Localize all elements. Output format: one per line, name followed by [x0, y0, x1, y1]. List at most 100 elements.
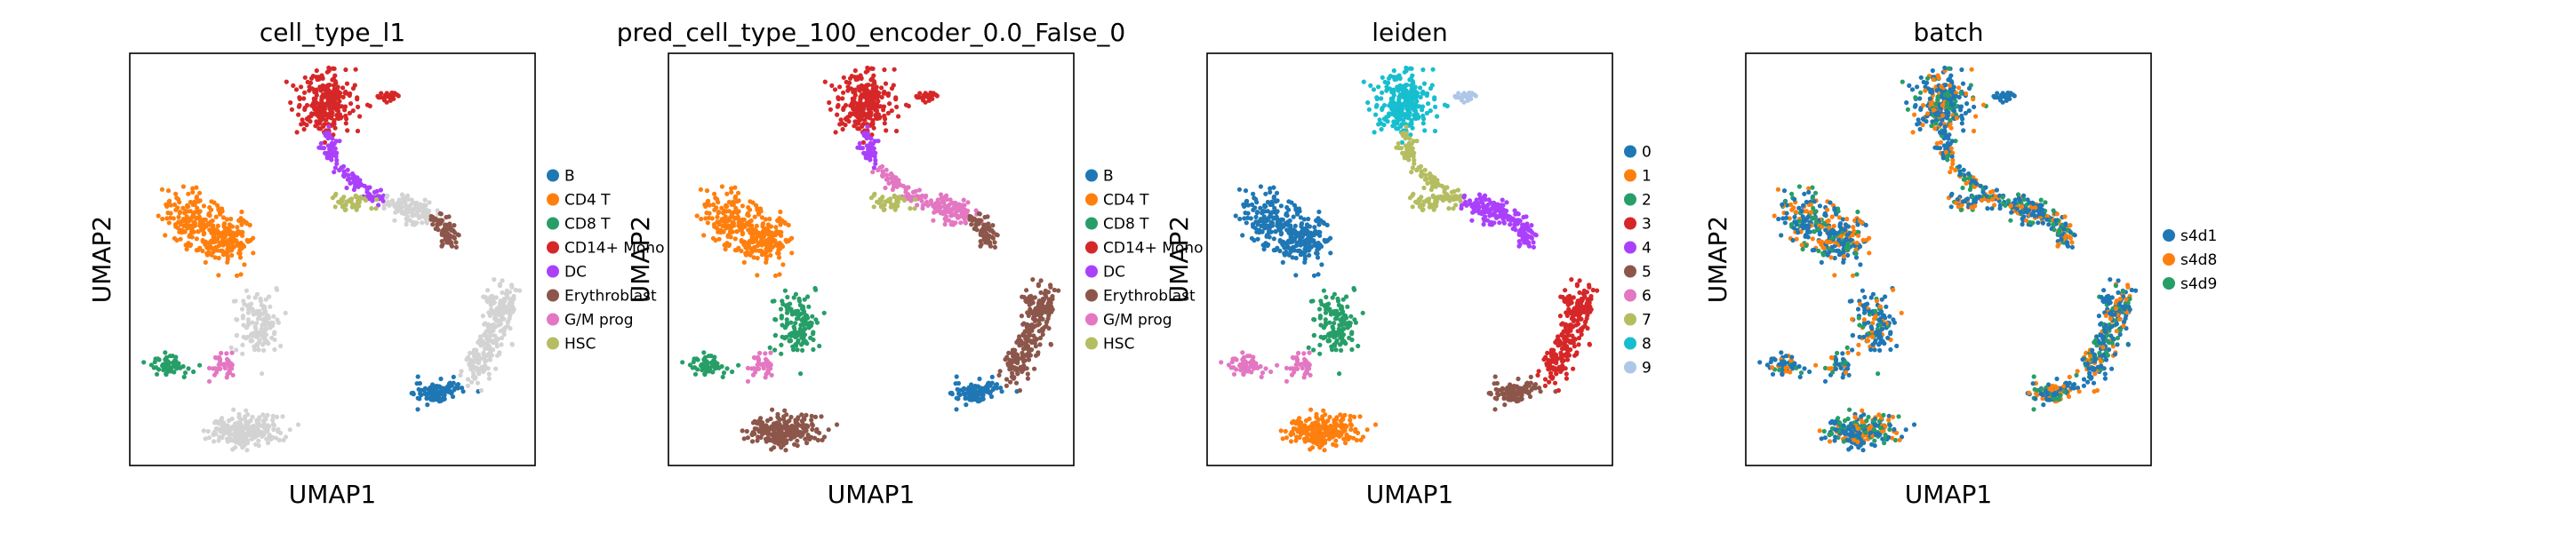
scatter-point [231, 407, 236, 412]
scatter-point [1253, 196, 1259, 202]
scatter-point [446, 214, 452, 219]
scatter-point [1419, 171, 1424, 178]
scatter-point [966, 385, 972, 390]
scatter-point [254, 291, 260, 297]
scatter-point [1296, 350, 1301, 356]
scatter-point [364, 189, 370, 195]
scatter-point [300, 117, 305, 123]
scatter-point [734, 229, 740, 235]
scatter-point [774, 437, 780, 442]
legend-label: B [564, 168, 575, 186]
scatter-point [1382, 79, 1388, 84]
scatter-point [739, 239, 744, 244]
scatter-point [389, 198, 396, 203]
scatter-point [270, 413, 276, 418]
scatter-point [1013, 380, 1020, 386]
scatter-point [1271, 215, 1276, 220]
scatter-point [883, 185, 888, 191]
scatter-point [186, 219, 191, 224]
scatter-point [700, 367, 705, 373]
scatter-point [885, 110, 892, 115]
scatter-point [231, 426, 236, 432]
scatter-point [784, 424, 789, 429]
scatter-point [1040, 331, 1045, 338]
scatter-point [316, 126, 322, 131]
scatter-point [215, 228, 220, 234]
scatter-point [1292, 228, 1298, 234]
scatter-point [1307, 416, 1312, 422]
scatter-point [1278, 428, 1284, 434]
scatter-point [245, 424, 251, 429]
scatter-point [1531, 244, 1536, 250]
scatter-point [465, 383, 471, 388]
scatter-point [710, 370, 716, 375]
scatter-point [500, 301, 507, 307]
scatter-point [293, 87, 300, 92]
scatter-point [335, 84, 340, 90]
scatter-point [1497, 220, 1502, 226]
scatter-point [385, 201, 390, 206]
scatter-point [767, 216, 772, 222]
scatter-point [500, 290, 505, 295]
scatter-point [1311, 333, 1316, 338]
scatter-point [324, 102, 330, 108]
scatter-point [345, 128, 350, 133]
scatter-point [894, 104, 900, 109]
scatter-point [870, 170, 876, 175]
scatter-point [767, 345, 772, 350]
scatter-point [1410, 204, 1415, 210]
scatter-point [1025, 371, 1030, 377]
scatter-point [500, 316, 507, 322]
scatter-point [190, 189, 196, 195]
scatter-point [437, 218, 443, 223]
scatter-point [324, 113, 330, 118]
scatter-point [1407, 66, 1412, 71]
scatter-point [508, 297, 513, 302]
scatter-point [379, 91, 384, 96]
scatter-point [796, 308, 801, 314]
scatter-point [871, 73, 876, 78]
scatter-point [196, 199, 201, 204]
scatter-point [748, 207, 753, 212]
scatter-point [1433, 104, 1438, 109]
scatter-point [791, 430, 796, 435]
scatter-point [1396, 140, 1401, 147]
scatter-point [1274, 190, 1280, 195]
scatter-point [745, 378, 751, 384]
scatter-point [860, 146, 866, 151]
scatter-point [332, 122, 337, 127]
scatter-point [449, 242, 454, 247]
scatter-point [1404, 124, 1409, 130]
scatter-point [794, 316, 800, 322]
scatter-point [1498, 211, 1504, 217]
scatter-point [1407, 153, 1412, 158]
scatter-point [1433, 197, 1438, 203]
scatter-point [1396, 88, 1401, 93]
scatter-point [750, 200, 756, 205]
scatter-point [984, 384, 989, 389]
scatter-point [331, 106, 336, 111]
scatter-point [772, 316, 778, 322]
scatter-point [710, 202, 716, 207]
scatter-point [1518, 227, 1524, 233]
scatter-point [252, 430, 258, 435]
scatter-point [779, 445, 784, 450]
scatter-point [1331, 326, 1336, 331]
scatter-point [172, 202, 178, 207]
scatter-point [1009, 366, 1014, 371]
scatter-point [511, 296, 516, 302]
scatter-point [228, 345, 234, 350]
scatter-point [245, 310, 252, 315]
scatter-point [244, 288, 249, 293]
scatter-point [384, 195, 389, 200]
scatter-point [789, 308, 795, 314]
scatter-point [351, 187, 356, 193]
scatter-point [987, 233, 992, 238]
scatter-point [774, 228, 780, 234]
scatter-point [375, 93, 380, 99]
scatter-point [853, 76, 859, 83]
scatter-point [868, 136, 874, 141]
scatter-point [837, 84, 843, 90]
scatter-point [1376, 84, 1381, 90]
scatter-point [304, 123, 309, 128]
